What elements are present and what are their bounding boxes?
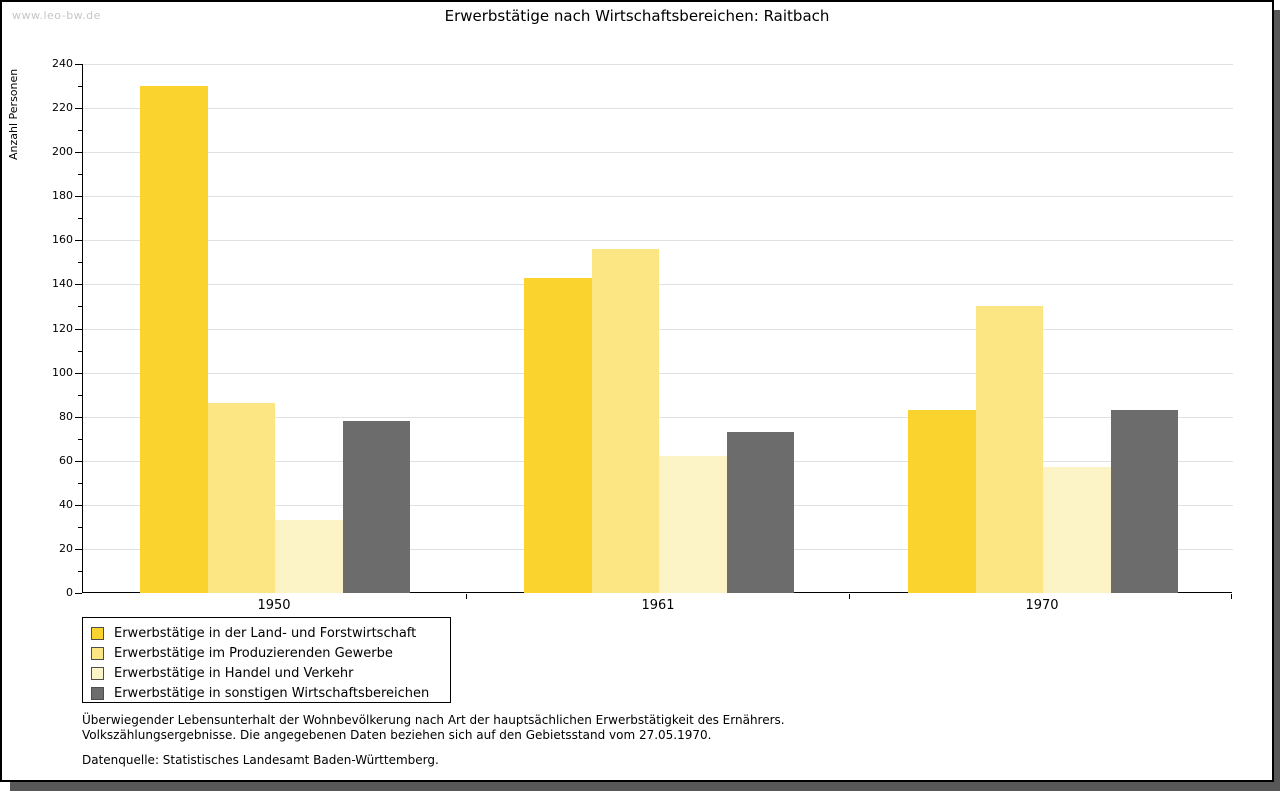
x-axis-category-label: 1970 bbox=[1025, 598, 1059, 613]
y-axis-minor-tick bbox=[78, 86, 82, 88]
y-axis-minor-tick bbox=[78, 130, 82, 132]
legend-rows: Erwerbstätige in der Land- und Forstwirt… bbox=[91, 623, 450, 703]
y-axis-minor-tick bbox=[78, 438, 82, 440]
y-axis-minor-tick bbox=[78, 218, 82, 220]
y-axis-major-tick bbox=[75, 328, 82, 330]
y-axis-tick-label: 60 bbox=[59, 453, 73, 467]
bar-1961-series-1 bbox=[524, 278, 592, 593]
gridline bbox=[83, 240, 1233, 242]
y-axis-major-tick bbox=[75, 548, 82, 550]
gridline bbox=[83, 64, 1233, 65]
legend-swatch bbox=[91, 686, 104, 700]
legend-label: Erwerbstätige in sonstigen Wirtschaftsbe… bbox=[114, 685, 430, 701]
y-axis-major-tick bbox=[75, 593, 82, 594]
bar-1950-series-2 bbox=[208, 403, 275, 593]
y-axis-minor-tick bbox=[78, 526, 82, 528]
bar-1970-series-4 bbox=[1111, 410, 1178, 593]
y-axis-minor-tick bbox=[78, 570, 82, 572]
gridline bbox=[83, 196, 1233, 198]
legend-item-4: Erwerbstätige in sonstigen Wirtschaftsbe… bbox=[91, 683, 450, 703]
x-axis-tick bbox=[848, 594, 850, 599]
chart-title: Erwerbstätige nach Wirtschaftsbereichen:… bbox=[444, 7, 830, 25]
y-axis-major-tick bbox=[75, 284, 82, 286]
legend-label: Erwerbstätige in Handel und Verkehr bbox=[114, 665, 354, 681]
bar-1970-series-1 bbox=[908, 410, 976, 593]
legend-swatch bbox=[91, 626, 104, 640]
y-axis-major-tick bbox=[75, 108, 82, 110]
y-axis-minor-tick bbox=[78, 306, 82, 308]
y-axis-minor-tick bbox=[78, 174, 82, 176]
y-axis-tick-label: 160 bbox=[52, 233, 73, 247]
gridline bbox=[83, 108, 1233, 110]
y-axis-label: Anzahl Personen bbox=[7, 68, 20, 160]
bar-1961-series-3 bbox=[659, 456, 727, 593]
legend-swatch bbox=[91, 646, 104, 660]
legend-swatch bbox=[91, 666, 104, 680]
watermark-text: www.leo-bw.de bbox=[12, 9, 101, 22]
bar-1950-series-4 bbox=[343, 421, 410, 593]
y-axis-tick-label: 100 bbox=[52, 365, 73, 379]
footnote-source: Datenquelle: Statistisches Landesamt Bad… bbox=[82, 753, 439, 767]
window-shadow-bottom bbox=[10, 782, 1280, 791]
window-shadow-right bbox=[1274, 10, 1280, 791]
y-axis-tick-label: 80 bbox=[59, 409, 73, 423]
y-axis-tick-label: 220 bbox=[52, 101, 73, 115]
bar-1950-series-3 bbox=[275, 520, 343, 593]
y-axis-major-tick bbox=[75, 152, 82, 154]
bar-1961-series-4 bbox=[727, 432, 794, 593]
legend-item-3: Erwerbstätige in Handel und Verkehr bbox=[91, 663, 450, 683]
legend-box: Erwerbstätige in der Land- und Forstwirt… bbox=[82, 617, 451, 703]
footnote-line-2: Volkszählungsergebnisse. Die angegebenen… bbox=[82, 728, 712, 742]
x-axis-category-label: 1961 bbox=[641, 598, 675, 613]
x-axis-tick bbox=[1231, 594, 1232, 599]
y-axis-tick-label: 180 bbox=[52, 189, 73, 203]
y-axis-tick-label: 240 bbox=[52, 57, 73, 70]
x-axis-category-label: 1950 bbox=[257, 598, 291, 613]
y-axis-minor-tick bbox=[78, 482, 82, 484]
gridline bbox=[83, 152, 1233, 154]
plot-area bbox=[82, 64, 1233, 593]
x-axis-tick bbox=[465, 594, 467, 599]
footnote-line-1: Überwiegender Lebensunterhalt der Wohnbe… bbox=[82, 713, 785, 727]
y-axis-major-tick bbox=[75, 372, 82, 374]
y-axis-major-tick bbox=[75, 196, 82, 198]
y-axis-minor-tick bbox=[78, 394, 82, 396]
legend-item-2: Erwerbstätige im Produzierenden Gewerbe bbox=[91, 643, 450, 663]
y-axis-tick-label: 200 bbox=[52, 145, 73, 159]
y-axis-minor-tick bbox=[78, 262, 82, 264]
y-axis-tick-label: 40 bbox=[59, 497, 73, 511]
y-axis-tick-label: 140 bbox=[52, 277, 73, 291]
bar-1950-series-1 bbox=[140, 86, 208, 593]
y-axis-major-tick bbox=[75, 64, 82, 65]
bar-1961-series-2 bbox=[592, 249, 659, 593]
y-axis-major-tick bbox=[75, 416, 82, 418]
y-axis-major-tick bbox=[75, 504, 82, 506]
y-axis-major-tick bbox=[75, 240, 82, 242]
y-axis-tick-label: 20 bbox=[59, 541, 73, 555]
y-axis-major-tick bbox=[75, 460, 82, 462]
y-axis-tick-label: 120 bbox=[52, 321, 73, 335]
y-axis-minor-tick bbox=[78, 350, 82, 352]
legend-label: Erwerbstätige in der Land- und Forstwirt… bbox=[114, 625, 417, 641]
legend-item-1: Erwerbstätige in der Land- und Forstwirt… bbox=[91, 623, 450, 643]
bar-1970-series-2 bbox=[976, 306, 1043, 593]
y-axis-tick-label: 0 bbox=[66, 586, 73, 599]
bar-1970-series-3 bbox=[1043, 467, 1111, 593]
legend-label: Erwerbstätige im Produzierenden Gewerbe bbox=[114, 645, 393, 661]
